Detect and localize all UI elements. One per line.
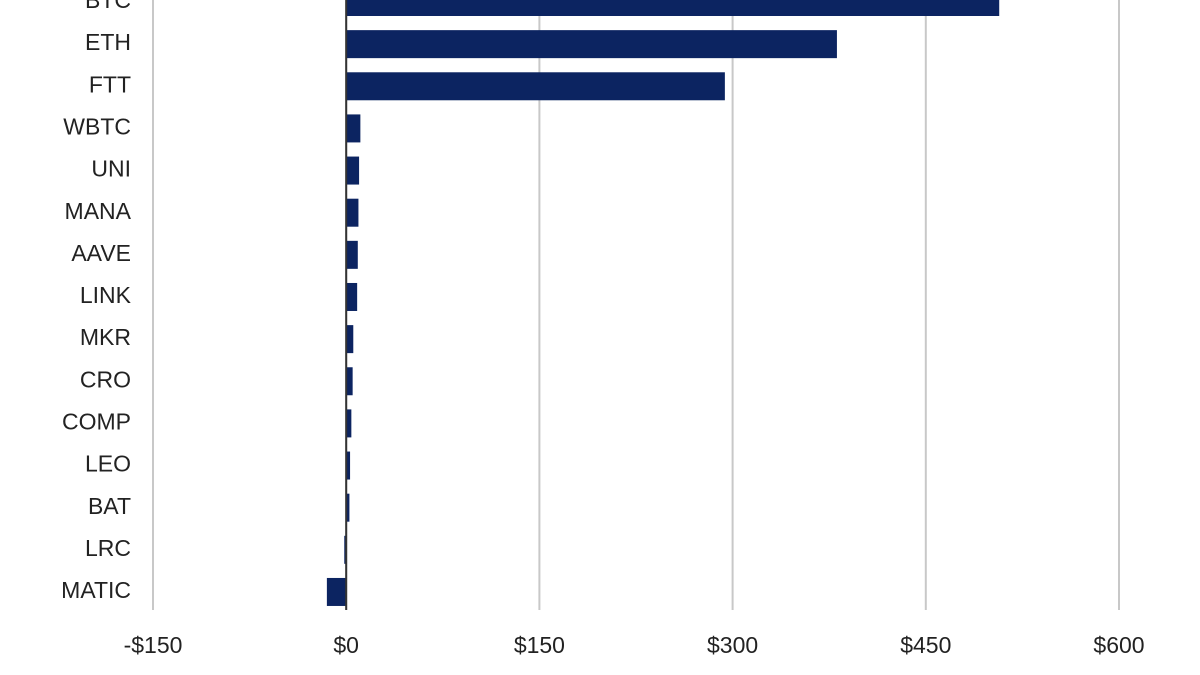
y-tick-label: AAVE xyxy=(71,240,131,266)
y-tick-label: LRC xyxy=(85,535,131,561)
bar xyxy=(346,451,351,480)
y-tick-label: ETH xyxy=(85,29,131,55)
y-tick-label: BTC xyxy=(85,0,131,13)
bar xyxy=(346,198,359,227)
y-tick-label: MATIC xyxy=(61,577,131,603)
y-tick-label: UNI xyxy=(91,156,131,182)
x-tick-label: $600 xyxy=(1093,632,1144,658)
bar xyxy=(346,114,361,143)
bar xyxy=(346,367,353,396)
y-tick-label: CRO xyxy=(80,366,131,392)
y-tick-label: COMP xyxy=(62,408,131,434)
y-tick-label: WBTC xyxy=(63,113,131,139)
bar xyxy=(346,409,352,438)
y-tick-label: FTT xyxy=(89,71,131,97)
bar xyxy=(346,240,358,269)
y-tick-label: LINK xyxy=(80,282,132,308)
bar xyxy=(346,493,350,522)
x-tick-label: $300 xyxy=(707,632,758,658)
bar xyxy=(346,0,1000,16)
bar xyxy=(326,577,347,606)
x-tick-label: $0 xyxy=(333,632,359,658)
x-tick-label: $150 xyxy=(514,632,565,658)
y-tick-label: MKR xyxy=(80,324,131,350)
y-tick-label: LEO xyxy=(85,451,131,477)
bar xyxy=(346,30,837,59)
x-tick-label: $450 xyxy=(900,632,951,658)
bar xyxy=(346,72,725,101)
y-tick-label: BAT xyxy=(88,493,131,519)
bar xyxy=(346,282,358,311)
bar xyxy=(346,325,354,354)
bar xyxy=(346,156,360,185)
y-tick-label: MANA xyxy=(65,198,132,224)
x-tick-label: -$150 xyxy=(124,632,183,658)
